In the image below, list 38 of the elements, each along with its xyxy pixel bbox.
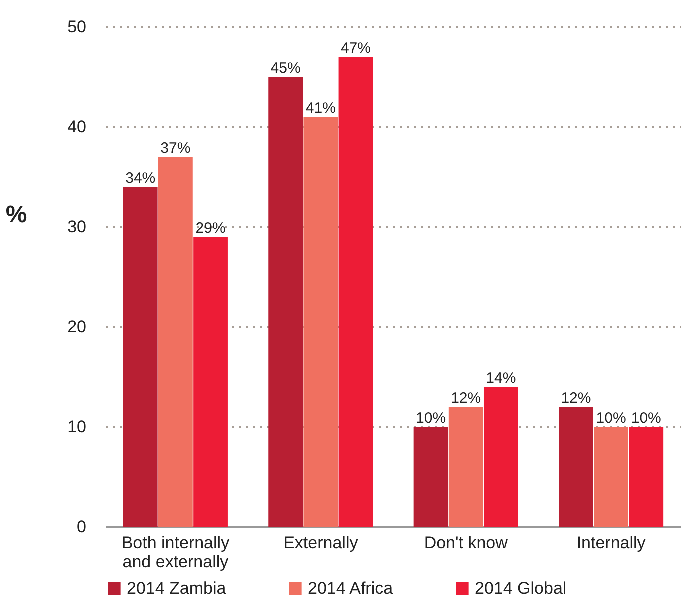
data-label: 10% bbox=[596, 410, 626, 427]
y-tick-label: 20 bbox=[68, 318, 86, 336]
y-axis-title: % bbox=[6, 202, 28, 228]
bar bbox=[414, 427, 448, 527]
data-label: 14% bbox=[486, 370, 516, 387]
legend-label: 2014 Global bbox=[475, 578, 567, 598]
x-tick-label: Externally bbox=[284, 534, 359, 552]
data-label: 29% bbox=[196, 220, 226, 237]
bar bbox=[448, 407, 484, 527]
x-tick-label: Both internally and externally bbox=[122, 534, 230, 572]
bar bbox=[268, 77, 304, 527]
y-tick-label: 50 bbox=[68, 18, 86, 36]
bar bbox=[484, 387, 518, 527]
data-label: 45% bbox=[270, 60, 301, 77]
bar bbox=[123, 187, 158, 527]
y-tick-label: 40 bbox=[68, 118, 86, 136]
legend-label: 2014 Zambia bbox=[127, 578, 227, 598]
x-tick-label: Internally bbox=[576, 534, 646, 552]
y-tick-label: 10 bbox=[68, 418, 86, 436]
x-tick-label: Don't know bbox=[424, 534, 509, 552]
bar bbox=[594, 427, 628, 527]
bar bbox=[304, 117, 338, 527]
data-label: 41% bbox=[306, 100, 336, 117]
data-label: 37% bbox=[160, 140, 191, 157]
data-label: 12% bbox=[451, 390, 482, 407]
bar bbox=[158, 157, 193, 527]
data-label: 10% bbox=[416, 410, 446, 427]
legend-label: 2014 Africa bbox=[308, 578, 394, 598]
bar bbox=[194, 237, 228, 527]
data-label: 34% bbox=[126, 170, 156, 187]
bar bbox=[338, 57, 374, 527]
data-label: 10% bbox=[631, 410, 662, 427]
bar bbox=[559, 407, 594, 527]
data-label: 12% bbox=[561, 390, 592, 407]
bar bbox=[629, 427, 664, 527]
y-tick-label: 0 bbox=[77, 518, 86, 536]
y-tick-label: 30 bbox=[68, 218, 86, 236]
data-label: 47% bbox=[340, 40, 371, 57]
